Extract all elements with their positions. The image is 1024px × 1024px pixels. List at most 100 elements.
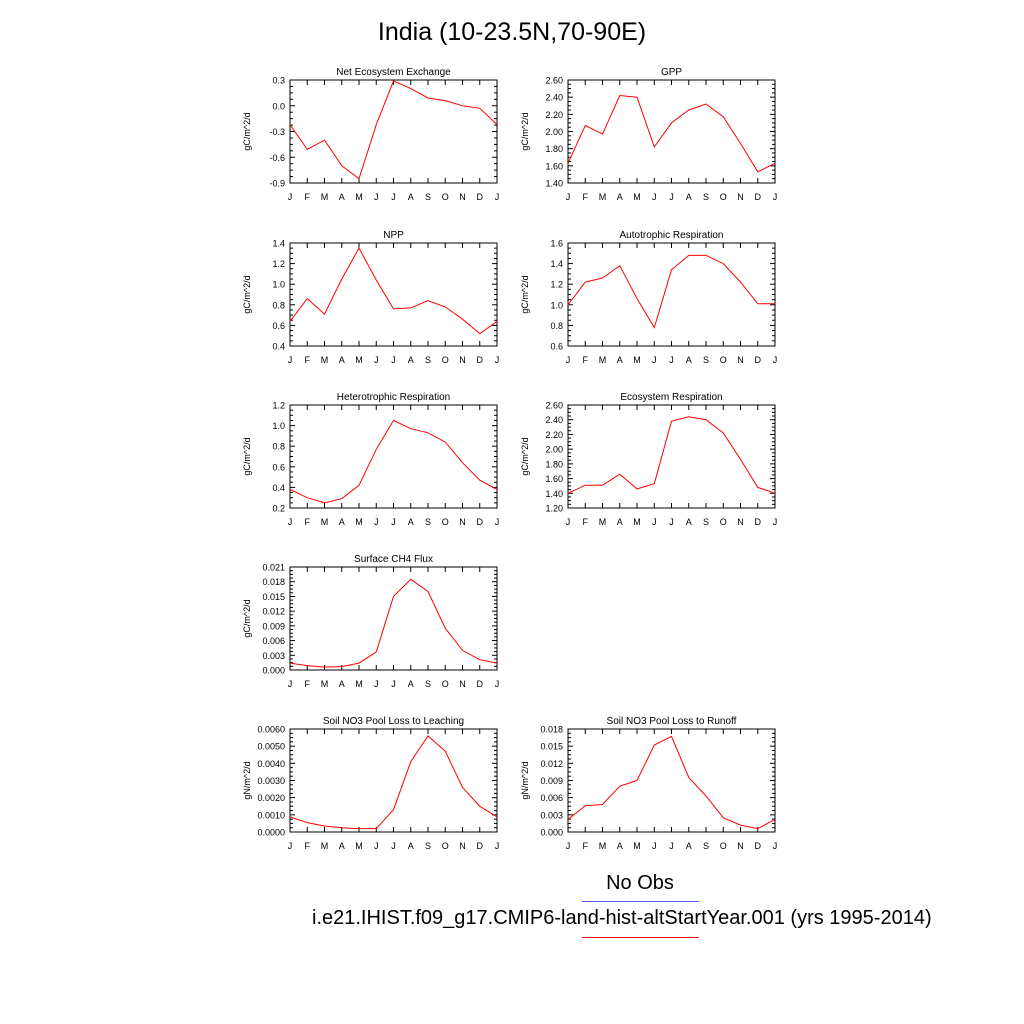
y-tick-label: 0.6 [272,462,285,472]
y-tick-label: 0.012 [540,759,563,769]
x-tick-label: J [495,841,500,851]
plot-frame [289,566,498,671]
x-tick-label: F [305,192,311,202]
x-tick-label: J [669,841,674,851]
x-tick-label: A [339,355,345,365]
y-tick-label: 0.0030 [257,776,285,786]
x-tick-label: J [495,517,500,527]
x-tick-label: O [720,355,727,365]
y-tick-label: 0.012 [262,607,285,617]
x-tick-label: J [288,355,293,365]
panel-title: Soil NO3 Pool Loss to Runoff [607,716,737,727]
panel-title: Heterotrophic Respiration [337,392,450,403]
x-tick-label: J [773,355,778,365]
x-tick-label: F [583,192,589,202]
y-tick-label: 0.018 [540,725,563,735]
y-axis-label: gC/m^2/d [520,275,530,313]
y-tick-label: 1.40 [545,489,563,499]
x-tick-label: J [652,841,657,851]
x-tick-label: J [288,679,293,689]
x-tick-label: M [633,841,641,851]
panel-title: Net Ecosystem Exchange [336,67,451,78]
y-tick-label: 0.018 [262,577,285,587]
plot-frame [567,242,776,347]
legend-model-label: i.e21.IHIST.f09_g17.CMIP6-land-hist-altS… [312,907,932,929]
x-tick-label: M [355,841,363,851]
x-tick-label: N [737,355,744,365]
x-tick-label: J [391,841,396,851]
y-axis-label: gN/m^2/d [520,761,530,799]
plot-frame [567,728,776,833]
x-tick-label: M [599,355,607,365]
x-tick-label: N [737,192,744,202]
y-tick-label: 0.4 [272,342,285,352]
x-tick-label: M [633,192,641,202]
x-tick-label: A [408,192,414,202]
y-tick-label: 1.80 [545,144,563,154]
x-tick-label: M [321,841,329,851]
x-tick-label: J [374,517,379,527]
x-tick-label: A [408,679,414,689]
y-tick-label: 0.0010 [257,810,285,820]
x-tick-label: M [599,841,607,851]
x-tick-label: O [442,355,449,365]
x-tick-label: J [652,192,657,202]
x-tick-label: A [617,192,623,202]
y-tick-label: 0.021 [262,563,285,573]
x-tick-label: O [720,517,727,527]
x-tick-label: D [477,679,484,689]
series-line [289,419,498,504]
y-tick-label: -0.6 [269,153,285,163]
y-tick-label: 1.6 [550,239,563,249]
y-tick-label: 1.2 [272,259,285,269]
x-tick-label: N [459,355,466,365]
x-tick-label: J [391,192,396,202]
x-tick-label: J [495,192,500,202]
y-tick-label: 2.00 [545,127,563,137]
series-line [567,735,776,830]
plot-frame [289,728,498,833]
y-axis-label: gC/m^2/d [520,112,530,150]
x-tick-label: J [773,517,778,527]
y-tick-label: 0.4 [272,483,285,493]
x-tick-label: A [686,192,692,202]
x-tick-label: F [583,841,589,851]
x-tick-label: J [374,841,379,851]
x-tick-label: J [566,517,571,527]
y-tick-label: 1.0 [550,300,563,310]
panel-title: Autotrophic Respiration [620,230,724,241]
x-tick-label: N [459,841,466,851]
y-tick-label: 2.20 [545,430,563,440]
x-tick-label: S [703,517,709,527]
x-tick-label: A [408,841,414,851]
legend-obs-line [582,901,699,902]
x-tick-label: S [425,517,431,527]
x-tick-label: A [686,517,692,527]
y-tick-label: 1.60 [545,474,563,484]
x-tick-label: O [442,517,449,527]
y-tick-label: 2.60 [545,401,563,411]
y-tick-label: 2.40 [545,93,563,103]
y-axis-label: gC/m^2/d [242,275,252,313]
y-tick-label: 0.009 [262,621,285,631]
y-tick-label: 0.000 [540,828,563,838]
x-tick-label: M [321,679,329,689]
y-tick-label: 0.015 [262,592,285,602]
y-tick-label: 0.0000 [257,828,285,838]
y-tick-label: 0.006 [262,636,285,646]
legend-model-line [582,937,699,938]
y-tick-label: 0.3 [272,76,285,86]
y-tick-label: 0.006 [540,793,563,803]
y-tick-label: 1.2 [550,280,563,290]
x-tick-label: O [442,192,449,202]
plot-frame [567,404,776,509]
y-tick-label: 1.60 [545,161,563,171]
x-tick-label: N [459,679,466,689]
x-tick-label: F [583,355,589,365]
x-tick-label: J [566,841,571,851]
